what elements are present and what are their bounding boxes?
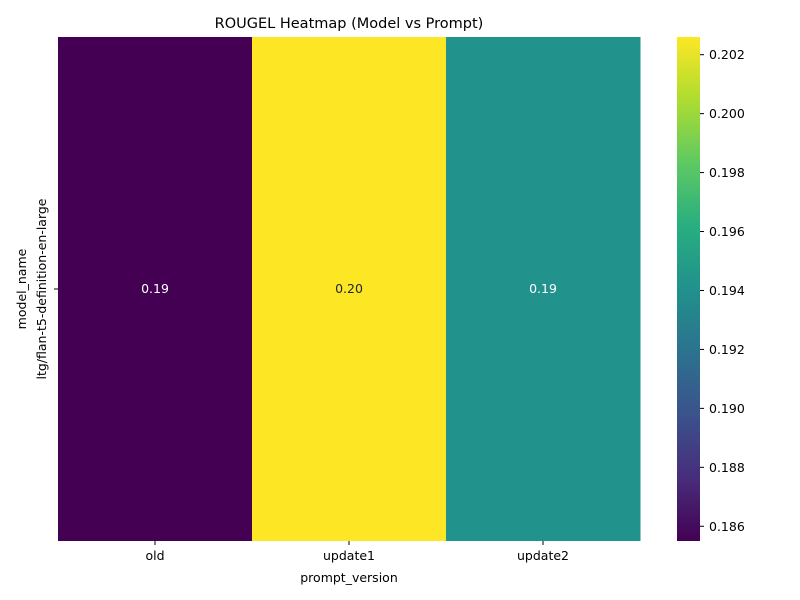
heatmap-cell-labels: 0.19 0.20 0.19 — [141, 281, 557, 296]
colorbar — [677, 37, 700, 541]
colorbar-tick-label: 0.200 — [709, 106, 745, 121]
x-tick-label: old — [145, 548, 164, 563]
cell-value-label: 0.20 — [335, 281, 363, 296]
y-axis: ltg/flan-t5-definition-en-large — [34, 198, 58, 380]
y-axis-label: model_name — [14, 248, 29, 329]
heatmap-cell — [58, 37, 253, 541]
colorbar-tick-label: 0.192 — [709, 342, 745, 357]
colorbar-tick-label: 0.188 — [709, 460, 745, 475]
x-tick-label: update2 — [517, 548, 569, 563]
colorbar-tick-label: 0.186 — [709, 519, 745, 534]
x-axis-label: prompt_version — [300, 570, 398, 585]
y-tick-label: ltg/flan-t5-definition-en-large — [34, 198, 49, 379]
heatmap-cell — [446, 37, 641, 541]
x-tick-label: update1 — [323, 548, 375, 563]
heatmap-cells — [58, 37, 641, 541]
colorbar-tick-label: 0.196 — [709, 224, 745, 239]
heatmap-cell — [252, 37, 447, 541]
colorbar-tick-label: 0.202 — [709, 47, 745, 62]
cell-value-label: 0.19 — [141, 281, 169, 296]
chart-title: ROUGEL Heatmap (Model vs Prompt) — [215, 16, 484, 32]
x-axis: old update1 update2 — [145, 541, 569, 563]
cell-value-label: 0.19 — [529, 281, 557, 296]
colorbar-axis: 0.186 0.188 0.190 0.192 0.194 0.196 0.198 0.200… — [700, 47, 745, 534]
colorbar-tick-label: 0.190 — [709, 401, 745, 416]
colorbar-tick-label: 0.194 — [709, 283, 745, 298]
colorbar-tick-label: 0.198 — [709, 165, 745, 180]
